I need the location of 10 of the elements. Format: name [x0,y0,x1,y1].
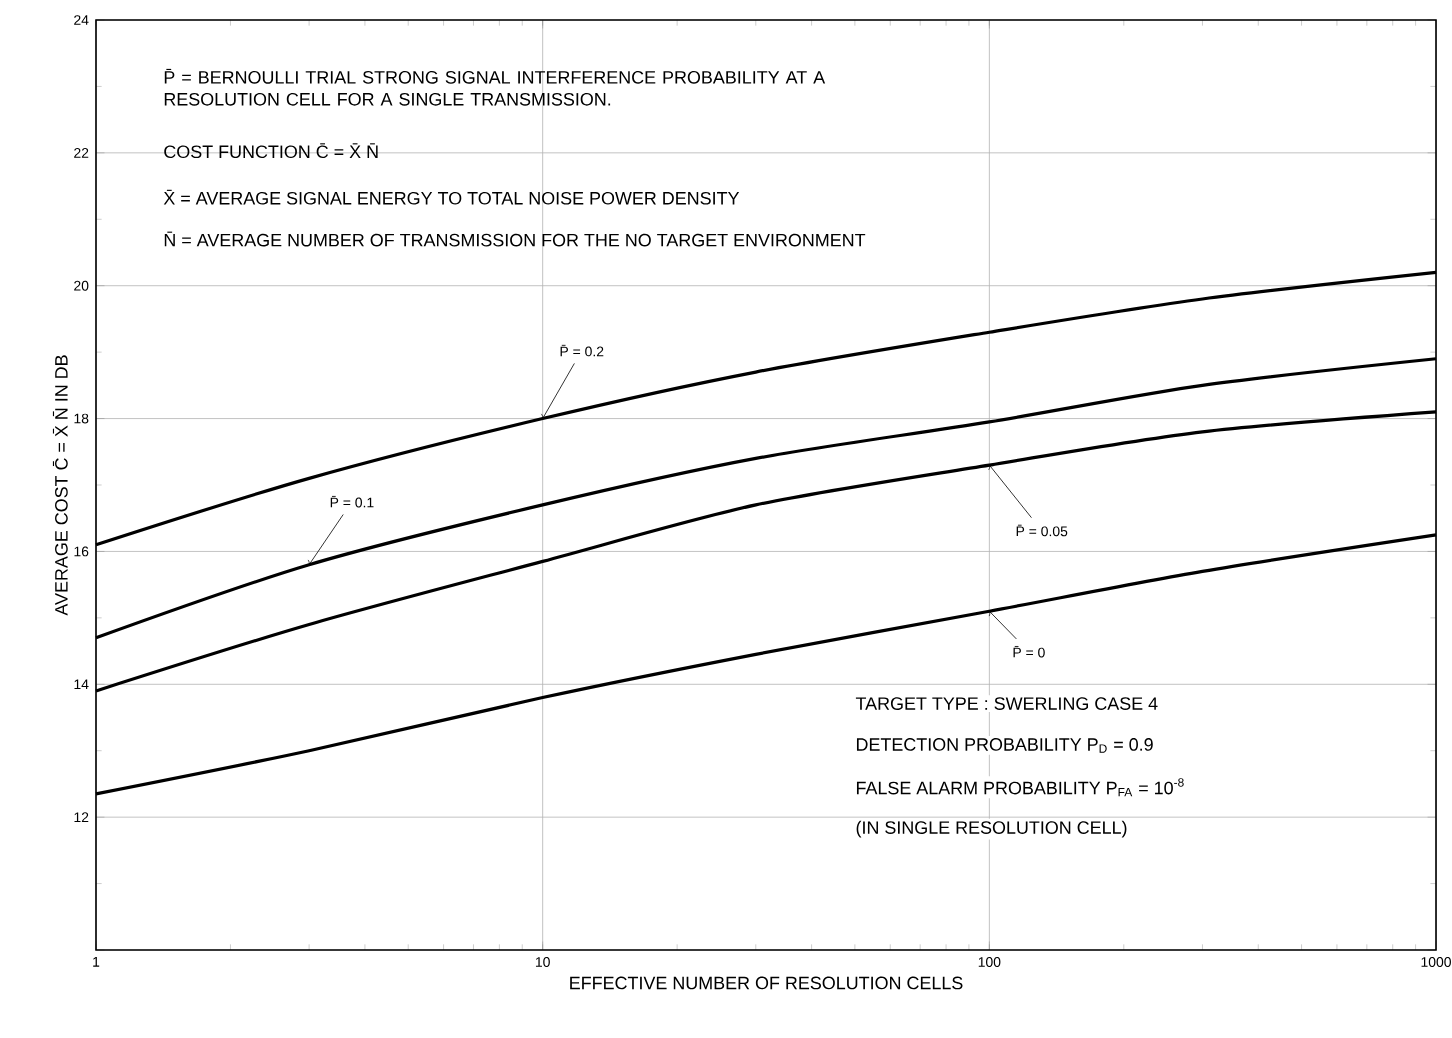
annotation: N̄ = AVERAGE NUMBER OF TRANSMISSION FOR THE NO TARGET ENVIRONMENT [164,231,866,247]
x-axis-title: EFFECTIVE NUMBER OF RESOLUTION CELLS [570,976,963,990]
y-axis-title: AVERAGE COST C̄ = X̄ N̄ IN DB [52,355,68,616]
annotation: DETECTION PROBABILITY P$_{D}$ = 0.9 [856,738,1153,753]
annotation: TARGET TYPE : SWERLING CASE 4 [855,697,1158,710]
annotation: FALSE ALARM PROBABILITY P$_{FA}$ = 10$^{-8}$ [856,778,1184,797]
annotation: (IN SINGLE RESOLUTION CELL) [856,820,1127,838]
annotation: COST FUNCTION C̄ = X̄ N̄ [164,143,378,159]
annotation: P̄ = BERNOULLI TRIAL STRONG SIGNAL INTERFERENCE PROBABILITY AT A RESOLUTION CELL FOR A SINGLE TRANSMISSION. [164,68,826,106]
annotation: X̄ = AVERAGE SIGNAL ENERGY TO TOTAL NOISE POWER DENSITY [163,189,740,205]
